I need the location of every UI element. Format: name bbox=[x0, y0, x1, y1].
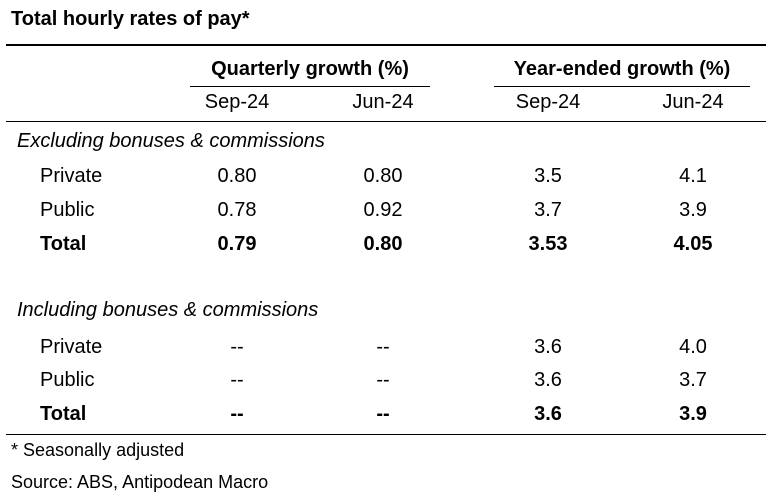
table-cell: -- bbox=[230, 336, 244, 358]
table-cell: -- bbox=[376, 369, 390, 391]
table-cell: 0.92 bbox=[363, 199, 403, 221]
table-cell: -- bbox=[230, 403, 244, 425]
table-row-total: Total 0.79 0.80 3.53 4.05 bbox=[0, 233, 772, 263]
group-header-quarterly: Quarterly growth (%) bbox=[211, 58, 409, 80]
table-cell: -- bbox=[376, 336, 390, 358]
table-cell: 0.80 bbox=[363, 165, 403, 187]
table-cell: 3.5 bbox=[534, 165, 562, 187]
row-label: Public bbox=[40, 369, 95, 391]
table-cell: 0.79 bbox=[217, 233, 257, 255]
row-label: Total bbox=[40, 403, 87, 425]
table-cell: -- bbox=[376, 403, 390, 425]
bottom-rule bbox=[6, 434, 766, 435]
row-label: Private bbox=[40, 165, 103, 187]
table-cell: 3.53 bbox=[528, 233, 568, 255]
table-cell: 4.1 bbox=[679, 165, 707, 187]
period-header: Jun-24 bbox=[662, 91, 724, 113]
table-cell: 0.78 bbox=[217, 199, 257, 221]
group-underline-yearly bbox=[494, 86, 750, 87]
table-row: Public 0.78 0.92 3.7 3.9 bbox=[0, 199, 772, 229]
source-note: Source: ABS, Antipodean Macro bbox=[11, 472, 269, 492]
table-cell: 4.0 bbox=[679, 336, 707, 358]
period-header: Sep-24 bbox=[204, 91, 270, 113]
table-cell: 3.7 bbox=[534, 199, 562, 221]
table-cell: 0.80 bbox=[363, 233, 403, 255]
period-header: Jun-24 bbox=[352, 91, 414, 113]
table-cell: 3.6 bbox=[534, 369, 562, 391]
table-cell: 3.9 bbox=[679, 199, 707, 221]
row-label: Public bbox=[40, 199, 95, 221]
row-label: Private bbox=[40, 336, 103, 358]
footnote: * Seasonally adjusted bbox=[11, 440, 185, 460]
table-cell: 3.6 bbox=[534, 336, 562, 358]
top-rule bbox=[6, 44, 766, 46]
table-cell: 4.05 bbox=[673, 233, 713, 255]
table-title: Total hourly rates of pay* bbox=[11, 8, 250, 30]
table-row: Public -- -- 3.6 3.7 bbox=[0, 369, 772, 399]
period-header: Sep-24 bbox=[515, 91, 581, 113]
table-row: Private 0.80 0.80 3.5 4.1 bbox=[0, 165, 772, 195]
section-label-excluding: Excluding bonuses & commissions bbox=[17, 130, 325, 152]
header-rule bbox=[6, 121, 766, 122]
table-row: Private -- -- 3.6 4.0 bbox=[0, 336, 772, 366]
table-cell: 3.6 bbox=[534, 403, 562, 425]
group-underline-quarterly bbox=[190, 86, 430, 87]
group-header-yearly: Year-ended growth (%) bbox=[513, 58, 731, 80]
table-cell: 3.7 bbox=[679, 369, 707, 391]
table-cell: -- bbox=[230, 369, 244, 391]
table-cell: 0.80 bbox=[217, 165, 257, 187]
section-label-including: Including bonuses & commissions bbox=[17, 299, 319, 321]
table-row-total: Total -- -- 3.6 3.9 bbox=[0, 403, 772, 433]
row-label: Total bbox=[40, 233, 87, 255]
table-cell: 3.9 bbox=[679, 403, 707, 425]
